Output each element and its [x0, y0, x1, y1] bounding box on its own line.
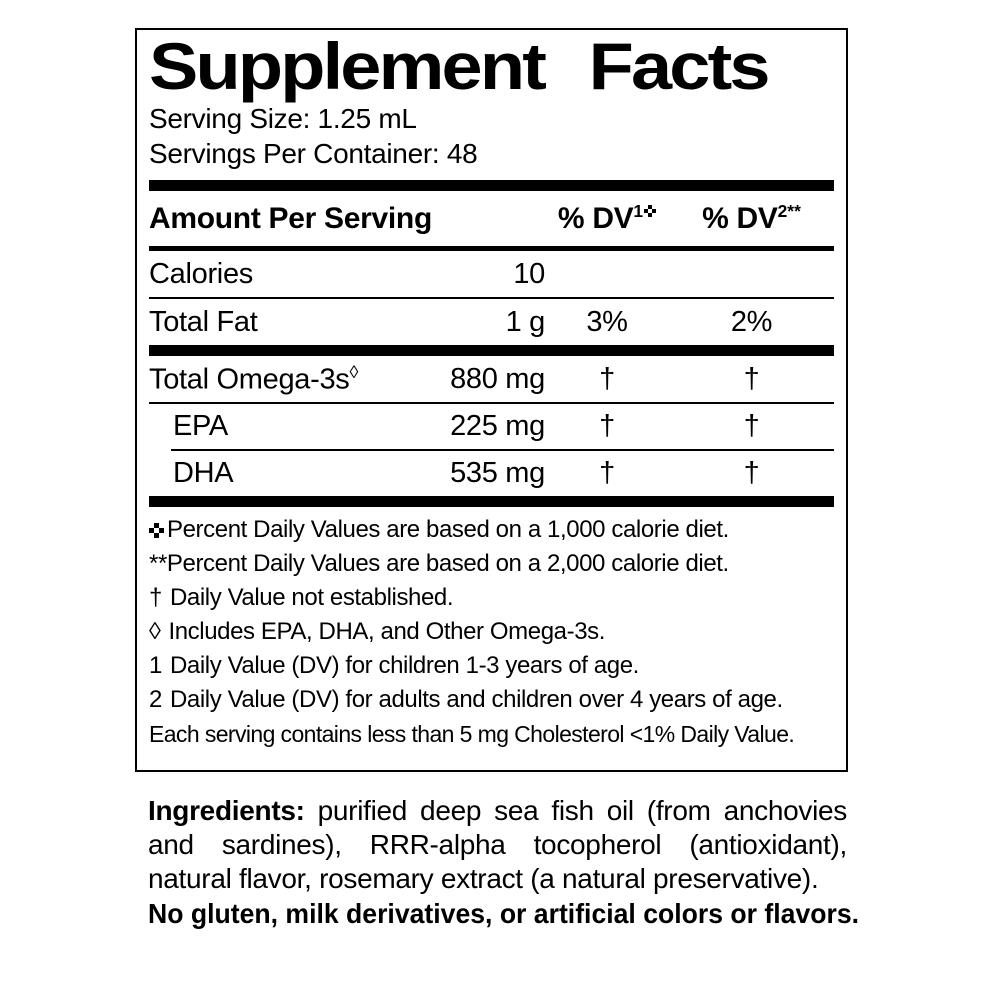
servings-per-container: Servings Per Container: 48: [149, 138, 478, 169]
divider-thin: [149, 402, 834, 404]
table-row-total-omega3s: Total Omega-3s◊ 880 mg † †: [149, 361, 760, 396]
divider-thick-bottom: [149, 496, 834, 507]
ingredients-text: purified deep sea fish oil (from anchovi…: [148, 795, 847, 894]
footnote-dagger: † Daily Value not established.: [149, 581, 834, 615]
divider-thick-mid: [149, 345, 834, 356]
open-centre-cross-icon: [644, 205, 657, 217]
number-marker: 1: [149, 652, 162, 679]
supplement-facts-panel: Supplement Facts Serving Size: 1.25 mL S…: [135, 28, 848, 772]
lozenge-marker: ◊: [149, 618, 161, 645]
number-marker: 2: [149, 686, 162, 713]
panel-title: Supplement Facts: [149, 29, 771, 103]
column-header-dv1: % DV1: [545, 201, 669, 236]
footnote-dv1-definition: 1 Daily Value (DV) for children 1-3 years…: [149, 649, 834, 683]
ingredients-section: Ingredients: purified deep sea fish oil …: [148, 794, 860, 932]
divider-thin: [149, 297, 834, 299]
serving-size: Serving Size: 1.25 mL: [149, 103, 417, 134]
table-row-total-fat: Total Fat 1 g 3% 2%: [149, 305, 773, 338]
ingredients-paragraph: Ingredients: purified deep sea fish oil …: [148, 794, 847, 896]
table-row-calories: Calories 10: [149, 257, 545, 290]
asterisks-marker: **: [149, 550, 167, 577]
table-row-epa: EPA 225 mg † †: [173, 410, 760, 442]
footnote-dv1: Percent Daily Values are based on a 1,00…: [149, 513, 834, 547]
footnote-lozenge: ◊ Includes EPA, DHA, and Other Omega-3s.: [149, 615, 834, 649]
open-centre-cross-icon: [149, 523, 164, 538]
divider-thin-indented: [171, 449, 834, 451]
dagger-marker: †: [149, 584, 162, 611]
column-header-dv2: % DV2**: [702, 201, 801, 235]
footnote-cholesterol: Each serving contains less than 5 mg Cho…: [149, 721, 795, 747]
ingredients-label: Ingredients:: [148, 795, 305, 826]
lozenge-marker: ◊: [349, 361, 359, 382]
divider-thick-top: [149, 180, 834, 191]
no-claim-statement: No gluten, milk derivatives, or artifici…: [148, 898, 860, 929]
footnotes: Percent Daily Values are based on a 1,00…: [149, 513, 834, 751]
table-header-row: Amount Per Serving % DV1 % DV2**: [149, 191, 834, 246]
table-row-dha: DHA 535 mg † †: [173, 457, 760, 489]
column-header-amount: Amount Per Serving: [149, 201, 432, 235]
footnote-dv2: **Percent Daily Values are based on a 2,…: [149, 547, 834, 581]
divider-medium-header: [149, 246, 834, 251]
footnote-dv2-definition: 2 Daily Value (DV) for adults and childre…: [149, 683, 834, 717]
